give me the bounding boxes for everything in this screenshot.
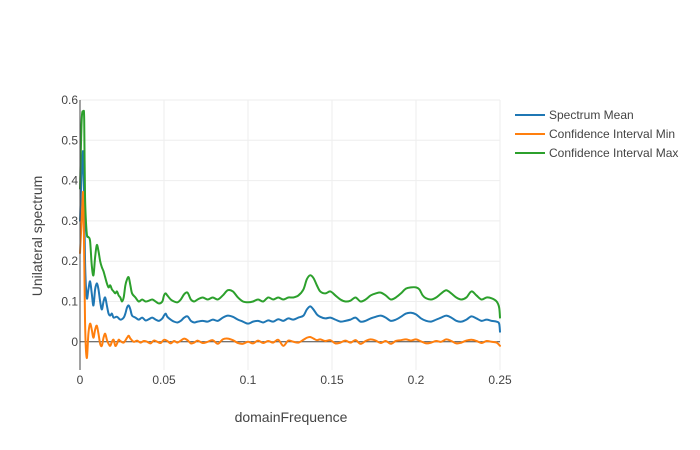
x-tick-label: 0.15 [320,373,344,387]
x-axis-title: domainFrequence [235,409,348,425]
grid [80,99,501,370]
legend-label: Confidence Interval Min [549,127,675,141]
legend: Spectrum Mean Confidence Interval Min Conf… [515,108,678,160]
legend-item-spectrum-mean[interactable]: Spectrum Mean [515,108,634,122]
x-tick-label: 0.2 [408,373,425,387]
series-line-spectrum-mean [79,150,501,333]
legend-item-confidence-interval-max[interactable]: Confidence Interval Max [515,146,678,160]
y-tick-label: 0.3 [61,214,78,228]
legend-label: Spectrum Mean [549,108,634,122]
x-axis-ticks: 0 0.05 0.1 0.15 0.2 0.25 [77,373,512,387]
y-tick-label: 0.2 [61,254,78,268]
series-layer [79,109,501,359]
series-line-confidence-interval-min [79,191,501,359]
series-line-confidence-interval-max [79,109,501,319]
x-tick-label: 0 [77,373,84,387]
x-tick-label: 0.25 [488,373,512,387]
y-tick-label: 0.5 [61,133,78,147]
y-tick-label: 0.6 [61,93,78,107]
y-tick-label: 0.4 [61,174,78,188]
y-axis-title: Unilateral spectrum [29,176,45,297]
y-axis-ticks: 0 0.1 0.2 0.3 0.4 0.5 0.6 [61,93,78,349]
y-tick-label: 0.1 [61,294,78,308]
x-tick-label: 0.1 [240,373,257,387]
legend-item-confidence-interval-min[interactable]: Confidence Interval Min [515,127,675,141]
x-tick-label: 0.05 [152,373,176,387]
y-tick-label: 0 [71,335,78,349]
legend-label: Confidence Interval Max [549,146,678,160]
